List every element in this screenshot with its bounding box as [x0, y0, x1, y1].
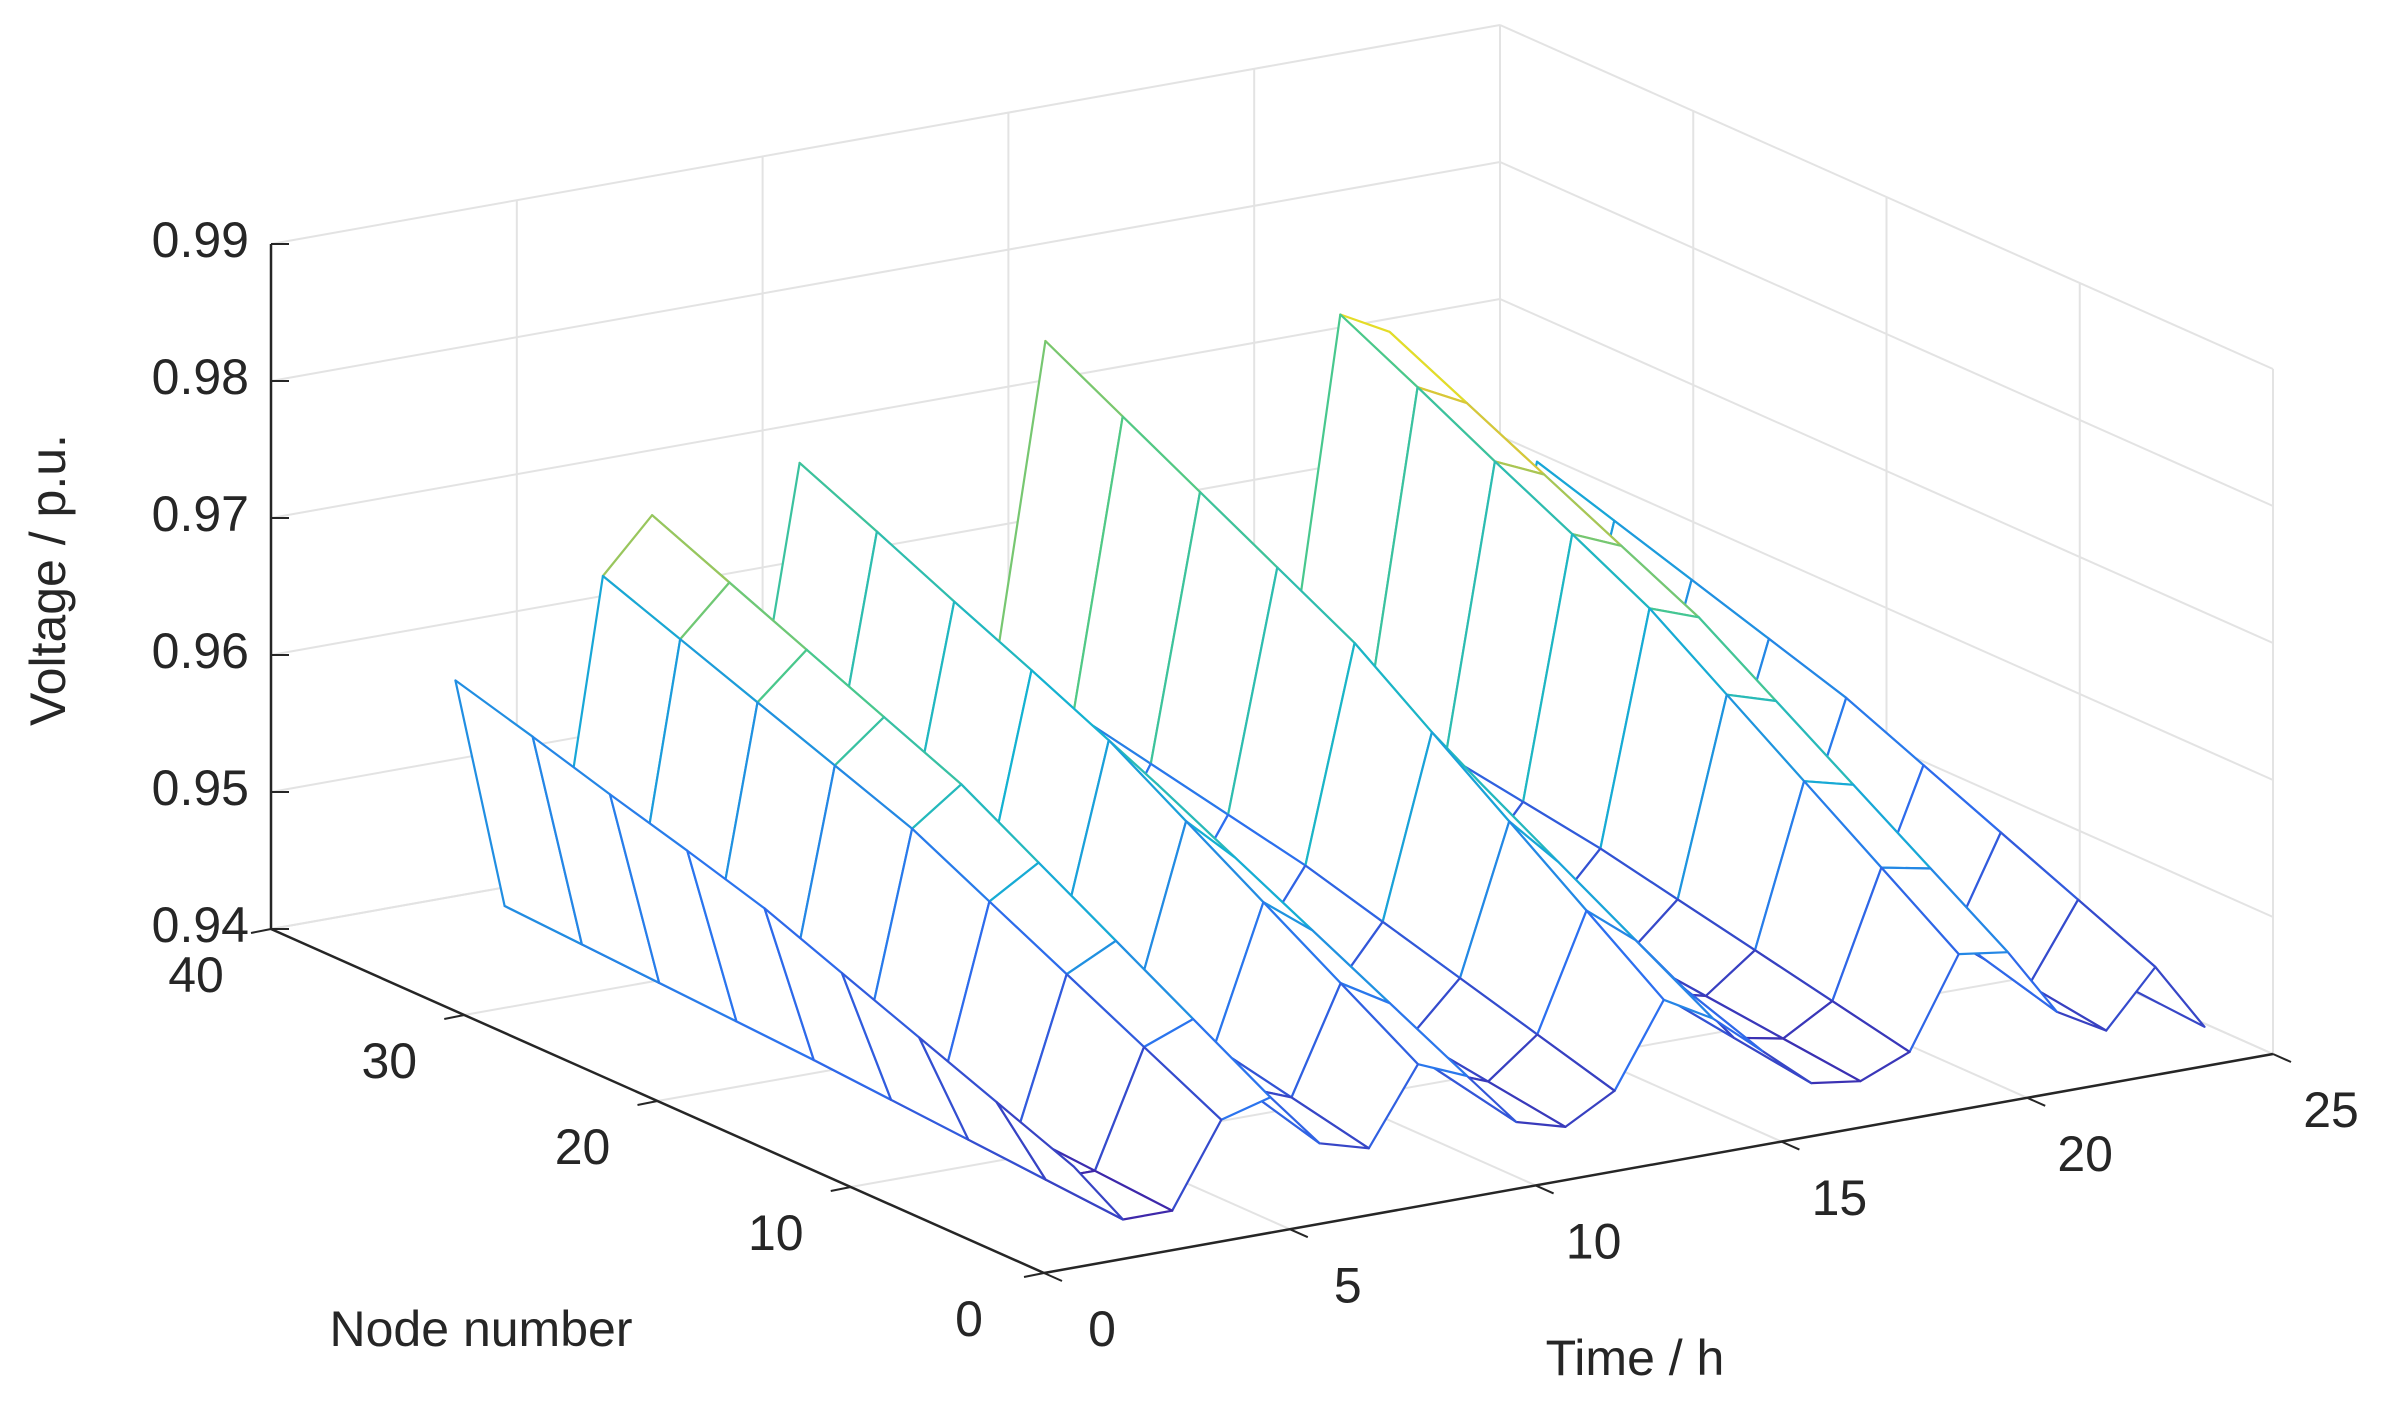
grid-line [1499, 161, 2274, 507]
x-axis [1043, 1052, 2274, 1275]
x-tick [1780, 1140, 1800, 1151]
grid-line [1499, 435, 2274, 781]
y-tick [1023, 1272, 1045, 1278]
x-tick [1043, 1272, 1063, 1282]
grid-line [1499, 298, 2274, 644]
mesh-layer [454, 313, 2206, 1221]
mesh-cell [995, 1100, 1125, 1221]
x-tick-label: 20 [2057, 1126, 2113, 1182]
x-tick [1535, 1184, 1555, 1195]
z-tick-label: 0.96 [152, 623, 249, 679]
x-axis-label: Time / h [1546, 1330, 1725, 1386]
z-tick-label: 0.98 [152, 349, 249, 405]
x-tick-label: 0 [1088, 1301, 1116, 1357]
y-tick [637, 1100, 658, 1106]
y-tick-label: 40 [168, 947, 224, 1003]
y-tick-label: 30 [361, 1033, 417, 1089]
z-axis-label: Voltage / p.u. [20, 434, 76, 726]
x-tick-label: 25 [2303, 1082, 2359, 1138]
axes-layer: 0 5 10 15 20 25 0 10 20 30 400.94 0.95 0.96 0.97 0.98 0… [152, 212, 2359, 1357]
grid-line [270, 298, 1501, 519]
grid-line [1499, 24, 2274, 370]
y-axis-label: Node number [330, 1301, 633, 1357]
grid-line [270, 24, 1501, 245]
y-tick [250, 928, 272, 934]
grid-line [270, 161, 1501, 382]
y-tick-label: 10 [748, 1205, 804, 1261]
z-tick-label: 0.95 [152, 760, 249, 816]
x-tick [1289, 1228, 1309, 1239]
z-tick-label: 0.99 [152, 212, 249, 268]
y-tick-label: 0 [955, 1291, 983, 1347]
x-tick-label: 5 [1334, 1257, 1362, 1313]
z-tick-label: 0.97 [152, 486, 249, 542]
y-tick-label: 20 [555, 1119, 611, 1175]
z-tick-label: 0.94 [152, 897, 249, 953]
x-tick [2026, 1096, 2046, 1107]
x-tick-label: 15 [1812, 1170, 1868, 1226]
y-axis [270, 927, 1045, 1275]
y-tick [444, 1014, 465, 1020]
x-tick-label: 10 [1566, 1214, 1622, 1270]
y-tick [830, 1186, 851, 1192]
x-tick [2272, 1053, 2292, 1063]
